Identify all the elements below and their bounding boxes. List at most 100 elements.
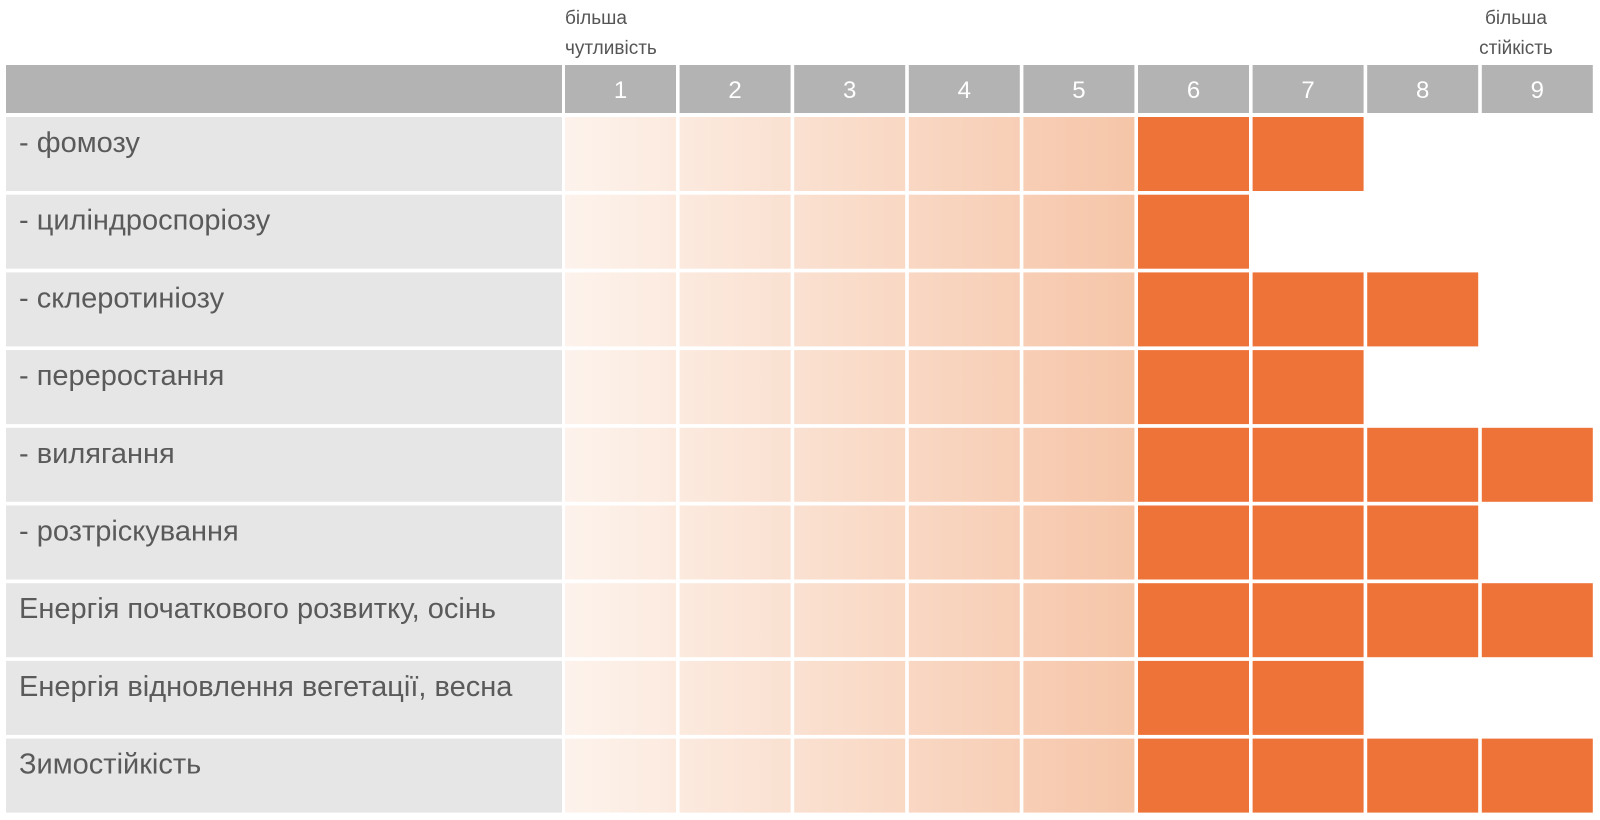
row-label: - вилягання — [19, 438, 175, 470]
gradient-cell — [908, 738, 1020, 813]
gradient-cell — [565, 583, 676, 658]
gradient-cell — [565, 194, 676, 269]
filled-cell — [1367, 427, 1479, 502]
column-header: 1 2 3 4 5 6 7 8 9 — [6, 65, 1593, 113]
row-label-bg — [6, 272, 562, 347]
gradient-cell — [1023, 350, 1135, 425]
rating-row: - фомозу — [6, 117, 1364, 191]
row-label: Енергія відновлення вегетації, весна — [19, 671, 513, 703]
row-label: - розтріскування — [19, 516, 239, 548]
row-label-bg — [6, 505, 562, 580]
filled-cell — [1367, 583, 1479, 658]
filled-cell — [1252, 117, 1364, 191]
gradient-cell — [794, 583, 906, 658]
gradient-cell — [908, 427, 1020, 502]
gradient-cell — [1023, 194, 1135, 269]
filled-cell — [1252, 272, 1364, 347]
row-label-bg — [6, 738, 562, 813]
row-label: - переростання — [19, 360, 224, 392]
filled-cell — [1481, 583, 1593, 658]
rating-row: - вилягання — [6, 427, 1593, 502]
gradient-cell — [1023, 583, 1135, 658]
rating-row: - розтріскування — [6, 505, 1479, 580]
header-cell-1 — [565, 65, 676, 113]
rating-row: - циліндроспоріозу — [6, 194, 1249, 269]
gradient-cell — [908, 350, 1020, 425]
row-label-bg — [6, 427, 562, 502]
header-cell-4 — [908, 65, 1020, 113]
row-label: - циліндроспоріозу — [19, 205, 271, 237]
scale-right-label: більша стійкість — [1479, 8, 1553, 59]
filled-cell — [1481, 427, 1593, 502]
filled-cell — [1252, 738, 1364, 813]
gradient-cell — [1023, 738, 1135, 813]
gradient-cell — [794, 350, 906, 425]
row-label: - склеротиніозу — [19, 282, 225, 314]
gradient-cell — [908, 272, 1020, 347]
gradient-cell — [565, 505, 676, 580]
filled-cell — [1252, 583, 1364, 658]
filled-cell — [1138, 117, 1249, 191]
header-cell-8 — [1367, 65, 1479, 113]
gradient-cell — [565, 272, 676, 347]
gradient-cell — [1023, 427, 1135, 502]
rating-row: - переростання — [6, 350, 1364, 425]
scale-left-label-line: чутливість — [565, 38, 657, 59]
column-number: 8 — [1416, 77, 1429, 104]
filled-cell — [1138, 350, 1249, 425]
header-cell-7 — [1252, 65, 1364, 113]
filled-cell — [1252, 427, 1364, 502]
header-cell-3 — [794, 65, 906, 113]
filled-cell — [1481, 738, 1593, 813]
filled-cell — [1367, 505, 1479, 580]
filled-cell — [1252, 350, 1364, 425]
column-number: 2 — [728, 77, 741, 104]
gradient-cell — [794, 272, 906, 347]
header-cell-9 — [1481, 65, 1593, 113]
row-label-bg — [6, 194, 562, 269]
filled-cell — [1138, 194, 1249, 269]
scale-right-label-line: стійкість — [1479, 38, 1553, 59]
row-label-bg — [6, 350, 562, 425]
column-number: 5 — [1072, 77, 1085, 104]
filled-cell — [1138, 660, 1249, 735]
rating-row: - склеротиніозу — [6, 272, 1479, 347]
column-number: 7 — [1301, 77, 1314, 104]
gradient-cell — [679, 660, 791, 735]
gradient-cell — [1023, 272, 1135, 347]
gradient-cell — [908, 117, 1020, 191]
filled-cell — [1252, 660, 1364, 735]
header-label-cell — [6, 65, 562, 113]
column-number: 9 — [1531, 77, 1544, 104]
gradient-cell — [908, 505, 1020, 580]
gradient-cell — [1023, 660, 1135, 735]
column-number: 1 — [614, 77, 627, 104]
gradient-cell — [794, 194, 906, 269]
gradient-cell — [565, 738, 676, 813]
gradient-cell — [1023, 505, 1135, 580]
gradient-cell — [679, 505, 791, 580]
column-number: 3 — [843, 77, 856, 104]
gradient-cell — [679, 583, 791, 658]
gradient-cell — [565, 350, 676, 425]
scale-left-label: більша чутливість — [565, 8, 657, 59]
row-label-bg — [6, 583, 562, 658]
rating-row: Зимостійкість — [6, 738, 1593, 813]
gradient-cell — [679, 117, 791, 191]
gradient-cell — [794, 427, 906, 502]
gradient-cell — [679, 272, 791, 347]
column-number: 6 — [1187, 77, 1200, 104]
gradient-cell — [794, 117, 906, 191]
filled-cell — [1138, 505, 1249, 580]
gradient-cell — [679, 350, 791, 425]
scale-left-label-line: більша — [565, 8, 627, 29]
filled-cell — [1252, 505, 1364, 580]
gradient-cell — [565, 427, 676, 502]
rating-row: Енергія відновлення вегетації, весна — [6, 660, 1364, 735]
filled-cell — [1367, 738, 1479, 813]
row-label: - фомозу — [19, 127, 140, 159]
filled-cell — [1138, 272, 1249, 347]
gradient-cell — [679, 427, 791, 502]
gradient-cell — [679, 738, 791, 813]
